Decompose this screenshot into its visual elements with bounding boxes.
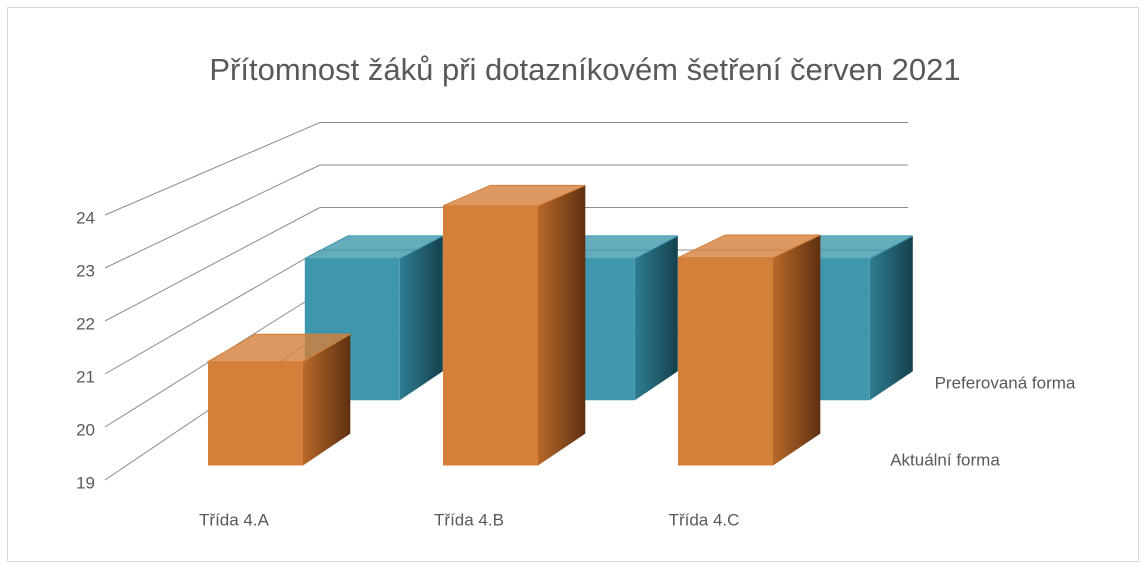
legend-label: Aktuální forma bbox=[890, 450, 1000, 469]
bar bbox=[206, 333, 353, 466]
bar-side bbox=[399, 235, 443, 401]
bar-side bbox=[303, 334, 351, 466]
y-tick-label: 21 bbox=[76, 367, 95, 386]
bar bbox=[677, 234, 821, 466]
wall-grid-line bbox=[104, 207, 321, 322]
x-tick-label: Třída 4.C bbox=[669, 510, 740, 529]
y-tick-label: 20 bbox=[76, 420, 95, 439]
bar-front bbox=[678, 257, 773, 466]
y-tick-label: 23 bbox=[76, 261, 95, 280]
wall-grid-line bbox=[104, 122, 321, 216]
bar-side bbox=[634, 235, 678, 401]
bar-front bbox=[443, 205, 538, 466]
wall-grid-line bbox=[104, 164, 321, 269]
chart-title: Přítomnost žáků při dotazníkovém šetření… bbox=[209, 52, 960, 87]
bar-side bbox=[773, 235, 821, 466]
bar-side bbox=[869, 235, 913, 401]
y-tick-label: 24 bbox=[76, 208, 95, 227]
x-tick-label: Třída 4.A bbox=[199, 510, 270, 529]
bar bbox=[442, 184, 586, 466]
bar-side bbox=[538, 185, 586, 466]
x-tick-label: Třída 4.B bbox=[434, 510, 504, 529]
y-tick-label: 22 bbox=[76, 314, 95, 333]
legend-label: Preferovaná forma bbox=[935, 373, 1076, 392]
bar-front bbox=[208, 361, 303, 466]
wall-grid-line bbox=[104, 249, 321, 375]
y-tick-label: 19 bbox=[76, 473, 95, 492]
